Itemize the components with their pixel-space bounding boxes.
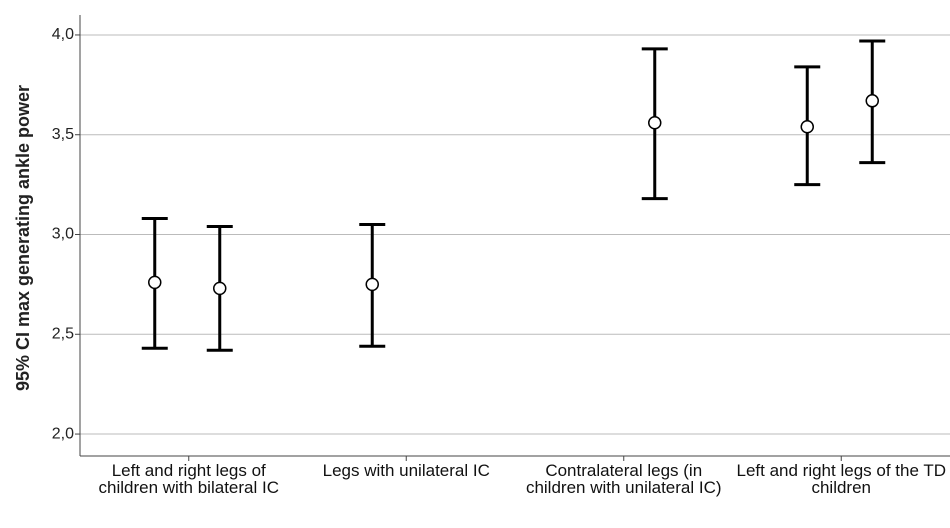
y-axis-label: 95% CI max generating ankle power xyxy=(13,85,33,391)
y-tick-label: 4,0 xyxy=(52,26,74,43)
mean-point xyxy=(648,116,662,130)
mean-point xyxy=(865,94,879,108)
x-tick-label: Left and right legs of the TD children xyxy=(736,461,946,497)
x-tick-label: Left and right legs of children with bil… xyxy=(98,461,279,497)
y-tick-label: 3,0 xyxy=(52,226,74,243)
mean-point xyxy=(148,275,162,290)
y-tick-label: 2,0 xyxy=(52,425,74,442)
y-tick-label: 3,5 xyxy=(52,126,74,143)
mean-point xyxy=(365,277,379,292)
mean-point xyxy=(800,119,814,134)
y-tick-label: 2,5 xyxy=(52,325,74,342)
mean-point xyxy=(213,281,227,296)
x-tick-label: Contralateral legs (in children with uni… xyxy=(525,461,722,497)
x-tick-label: Legs with unilateral IC xyxy=(322,461,490,480)
